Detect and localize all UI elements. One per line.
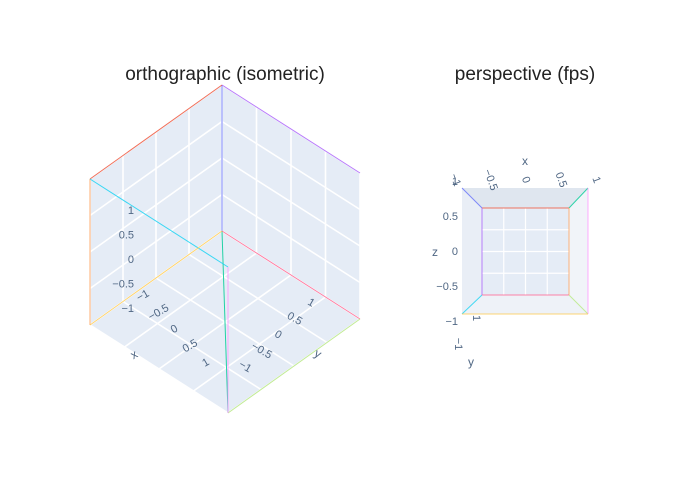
- y-axis-title: y: [468, 355, 474, 369]
- series-line-0: [461, 187, 483, 209]
- y-tick-label: 1: [305, 296, 316, 309]
- gridline: [89, 324, 229, 414]
- z-tick-label: 0.5: [443, 211, 458, 223]
- series-line-1: [89, 84, 223, 180]
- x-axis-title: x: [522, 154, 528, 168]
- chart-title-orthographic: orthographic (isometric): [125, 64, 325, 85]
- series-line-2: [568, 187, 589, 209]
- x-tick-label: 1: [200, 356, 211, 369]
- series-line-3: [221, 84, 361, 174]
- pane-left: [462, 188, 482, 314]
- series-line-9: [89, 230, 223, 326]
- z-tick-label: 1: [128, 205, 134, 217]
- pane-right: [569, 188, 588, 314]
- x-tick-label: −1: [447, 172, 463, 188]
- z-tick-label: −0.5: [112, 278, 134, 290]
- series-line-5: [461, 294, 483, 315]
- series-line-7: [227, 318, 361, 414]
- series-group: [461, 187, 589, 315]
- gridlines: [482, 208, 569, 295]
- z-tick-label: 0.5: [119, 229, 134, 241]
- chart-title-perspective: perspective (fps): [455, 64, 595, 85]
- z-tick-label: −0.5: [436, 281, 458, 293]
- gridline: [221, 120, 361, 211]
- series-line-7: [568, 294, 589, 315]
- x-tick-label: −1: [135, 288, 152, 305]
- x-tick-label: 0: [169, 323, 180, 336]
- pane-bottom: [462, 295, 588, 314]
- gridline: [89, 157, 223, 253]
- y-tick-label: 1: [470, 315, 482, 321]
- pane-top: [462, 188, 588, 208]
- z-tick-label: 0: [452, 246, 458, 258]
- z-tick-label: 0: [128, 254, 134, 266]
- gridline: [193, 296, 326, 392]
- y-tick-label: −1: [237, 359, 254, 376]
- x-tick-label: 1: [589, 175, 602, 185]
- tick-labels: −1 −0.5 0 0.5 1−1−0.500.51−11: [436, 168, 602, 351]
- z-tick-label: −1: [445, 316, 458, 328]
- z-axis-title: z: [432, 245, 438, 259]
- x-tick-label: 0: [519, 175, 532, 185]
- y-tick-label: 0: [272, 328, 283, 341]
- scene-perspective[interactable]: perspective (fps) −1 −0.5 0 0.5 1−1−0.500.51…: [432, 64, 603, 369]
- gridline: [89, 120, 223, 217]
- z-tick-label: 1: [452, 176, 458, 188]
- series-line-2: [221, 230, 229, 414]
- z-tick-label: −1: [121, 303, 134, 315]
- series-line-6: [221, 230, 361, 320]
- gridline: [122, 300, 262, 391]
- series-group: [89, 84, 361, 414]
- x-tick-label: 0.5: [553, 171, 570, 189]
- series-line-5: [89, 178, 229, 268]
- scene-orthographic[interactable]: orthographic (isometric) −1−0.500.51−1−0…: [89, 64, 361, 414]
- y-tick-label: −1: [452, 338, 464, 351]
- gridline: [221, 157, 361, 247]
